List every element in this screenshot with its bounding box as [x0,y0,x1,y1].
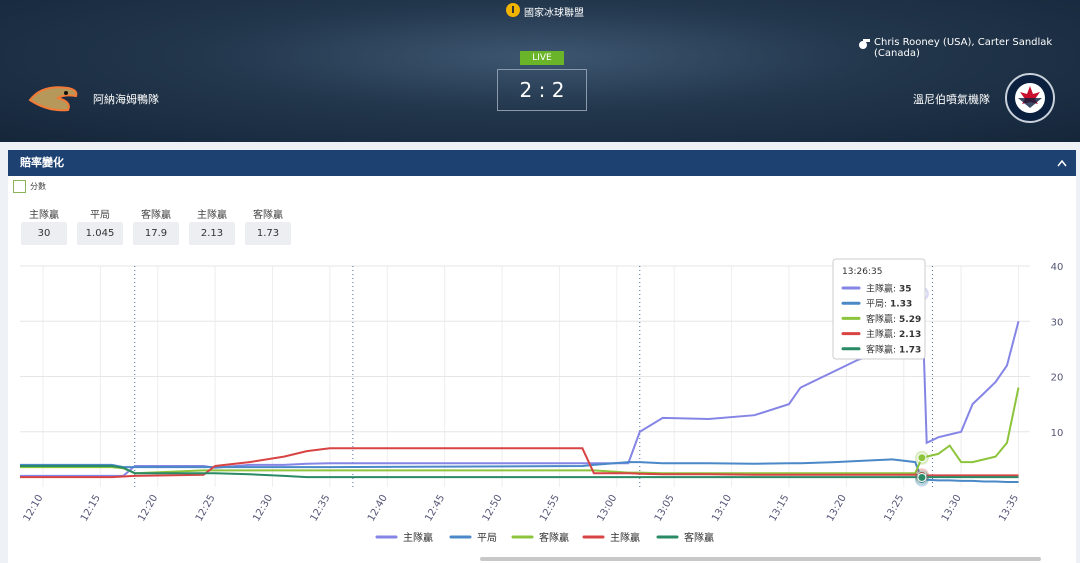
series-line [20,458,1019,483]
tooltip-row: 主隊贏: 2.13 [866,328,921,340]
x-tick-label: 13:10 [710,493,734,523]
odds-value: 1.045 [77,222,123,245]
odds-label: 客隊贏 [141,210,171,221]
x-tick-label: 12:20 [136,493,160,523]
odds-value: 1.73 [245,222,291,245]
x-tick-label: 12:45 [423,493,447,523]
odds-label: 主隊贏 [197,210,227,221]
collapse-icon[interactable] [1056,158,1068,168]
tooltip-row: 客隊贏: 1.73 [866,343,921,355]
tooltip-label: 客隊贏: [866,343,896,355]
tooltip-row: 主隊贏: 35 [866,283,912,295]
x-tick-label: 12:25 [194,493,218,523]
live-badge: LIVE [520,51,564,65]
tooltip-label: 平局: [866,299,887,310]
match-header: 國家冰球聯盟 LIVE 2 : 2 Chris Rooney (USA), Ca… [0,0,1080,142]
league-name: 國家冰球聯盟 [524,8,584,19]
x-tick-label: 12:40 [366,493,390,523]
tooltip-label: 主隊贏: [866,283,896,295]
hover-point [917,472,927,482]
odds-label: 客隊贏 [253,210,283,221]
tooltip-label: 主隊贏: [866,328,896,340]
legend-label[interactable]: 客隊贏 [539,531,569,544]
tooltip-value: 5.29 [899,315,921,325]
x-tick-label: 13:20 [825,493,849,523]
tooltip-row: 客隊贏: 5.29 [866,313,921,325]
score: 2 : 2 [497,69,587,111]
x-tick-label: 12:10 [22,493,46,523]
x-tick-label: 12:55 [538,493,562,523]
odds-label: 平局 [90,210,110,221]
tooltip-value: 2.13 [899,330,921,340]
away-team: 溫尼伯噴氣機隊 [913,93,990,106]
legend-label[interactable]: 客隊贏 [684,531,714,544]
y-tick-label: 20 [1051,373,1064,384]
legend-label[interactable]: 平局 [477,532,497,544]
series-line [20,447,1019,479]
panel-title: 賠率變化 [20,156,64,169]
referees: Chris Rooney (USA), Carter Sandlak (Cana… [874,37,1053,59]
tooltip-time: 13:26:35 [842,267,882,277]
x-tick-label: 13:00 [595,493,619,523]
series-line [20,465,1019,479]
scrollbar[interactable] [480,557,1041,561]
x-tick-label: 13:30 [940,493,964,523]
tooltip-value: 35 [899,285,912,295]
panel-header[interactable]: 賠率變化 [8,150,1076,176]
legend-label[interactable]: 主隊贏 [403,531,433,544]
league-icon [506,3,520,17]
odds-value: 2.13 [189,222,235,245]
odds-value: 17.9 [133,222,179,245]
tooltip-row: 平局: 1.33 [866,299,912,310]
hover-point [917,453,927,463]
home-team: 阿納海姆鴨隊 [93,93,159,106]
away-logo [1005,73,1055,123]
y-tick-label: 10 [1051,428,1064,439]
y-tick-label: 40 [1051,262,1064,273]
whistle-icon [859,39,870,49]
x-tick-label: 12:35 [309,493,333,523]
series-line [20,387,1020,475]
legend-label[interactable]: 主隊贏 [610,531,640,544]
tooltip-value: 1.33 [890,300,912,310]
tooltip-value: 1.73 [899,345,921,355]
odds-label: 主隊贏 [29,210,59,221]
x-tick-label: 13:25 [882,493,906,523]
x-tick-label: 12:30 [251,493,275,523]
odds-value: 30 [21,222,67,245]
x-tick-label: 12:50 [481,493,505,523]
score-checkbox[interactable] [13,180,26,193]
x-tick-label: 12:15 [79,493,103,523]
x-tick-label: 13:15 [768,493,792,523]
x-tick-label: 13:35 [997,493,1021,523]
checkbox-label: 分數 [30,182,46,191]
tooltip-label: 客隊贏: [866,313,896,325]
home-logo [28,86,78,112]
y-tick-label: 30 [1051,317,1064,328]
x-tick-label: 13:05 [653,493,677,523]
